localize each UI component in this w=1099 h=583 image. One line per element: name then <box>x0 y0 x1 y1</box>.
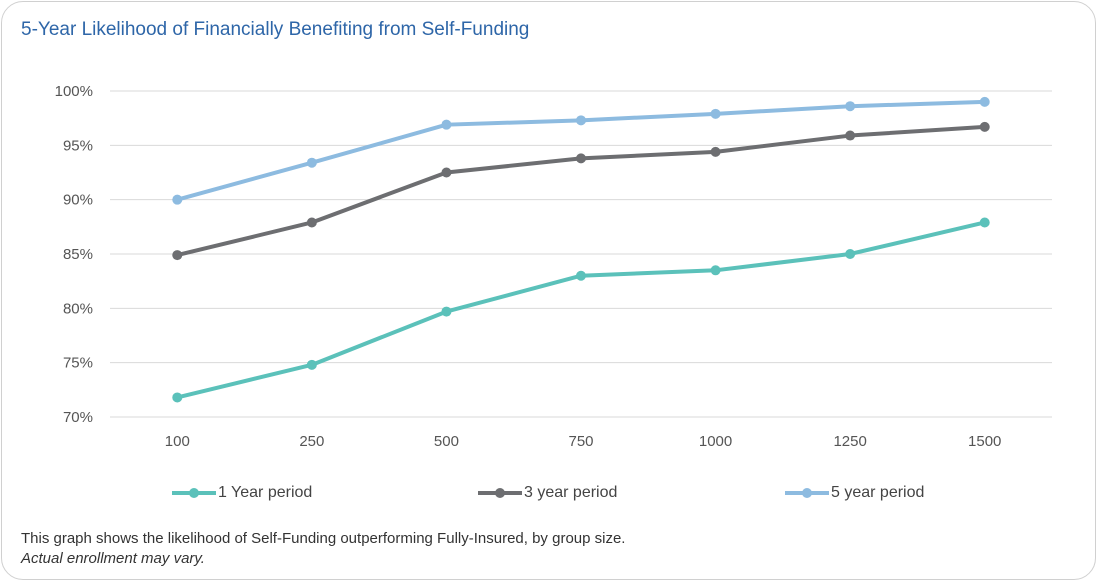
y-tick-label: 90% <box>63 192 93 209</box>
y-tick-label: 100% <box>55 83 93 100</box>
data-point <box>710 265 721 276</box>
line-chart: 70% 75% 80% 85% 90% 95% 100% 100 250 500 750 1000 12… <box>55 83 1052 450</box>
data-point <box>306 157 317 168</box>
data-point <box>845 249 856 259</box>
x-tick-label: 1250 <box>833 433 866 450</box>
legend-marker-icon <box>172 488 216 498</box>
data-point <box>576 270 586 281</box>
legend-item-3-year: 3 year period <box>478 484 617 502</box>
legend-marker-icon <box>785 488 829 498</box>
data-point <box>306 217 317 228</box>
legend-label: 1 Year period <box>218 484 313 501</box>
footnote-disclaimer: Actual enrollment may vary. <box>21 550 205 567</box>
x-tick-label: 1500 <box>968 433 1001 450</box>
y-tick-label: 80% <box>63 300 93 317</box>
legend-label: 5 year period <box>831 484 925 501</box>
footnote: This graph shows the likelihood of Self-… <box>21 529 625 569</box>
y-tick-label: 85% <box>63 246 93 263</box>
legend-label: 3 year period <box>524 484 618 501</box>
data-point <box>172 194 183 205</box>
data-point <box>845 101 856 112</box>
data-point <box>710 146 721 157</box>
x-tick-label: 1000 <box>699 433 732 450</box>
data-point <box>441 119 452 130</box>
data-point <box>576 153 586 164</box>
x-tick-label: 100 <box>165 433 190 450</box>
x-tick-label: 750 <box>568 433 593 450</box>
data-point <box>979 96 990 107</box>
data-point <box>441 306 452 317</box>
x-tick-label: 500 <box>434 433 459 450</box>
y-tick-label: 95% <box>63 137 93 154</box>
data-point <box>845 130 856 141</box>
legend-item-1-year: 1 Year period <box>172 484 312 502</box>
x-tick-label: 250 <box>299 433 324 450</box>
data-point <box>576 115 586 126</box>
data-point <box>979 121 990 132</box>
series-line-1 <box>175 220 987 400</box>
y-tick-label: 70% <box>63 409 93 426</box>
footnote-line: This graph shows the likelihood of Self-… <box>21 530 626 547</box>
legend-marker-icon <box>478 488 522 498</box>
y-tick-label: 75% <box>63 355 93 372</box>
data-point <box>979 217 990 228</box>
legend-item-5-year: 5 year period <box>785 484 924 502</box>
data-point <box>710 108 721 119</box>
data-point <box>441 167 452 178</box>
data-point <box>172 392 183 403</box>
chart-title: 5-Year Likelihood of Financially Benefit… <box>21 19 530 40</box>
data-point <box>306 359 317 370</box>
series-line-2 <box>175 124 987 258</box>
data-point <box>172 250 183 261</box>
